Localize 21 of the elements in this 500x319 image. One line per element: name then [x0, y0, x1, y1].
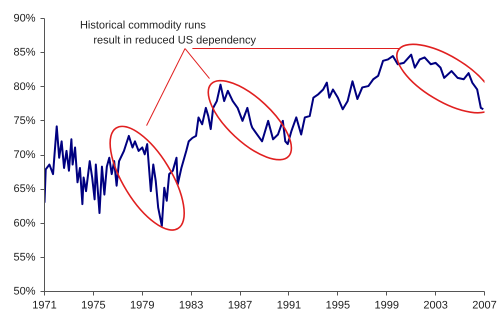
x-tick-label: 1975 — [81, 300, 106, 312]
x-tick-label: 1991 — [276, 300, 302, 312]
y-tick-label: 75% — [13, 114, 36, 127]
y-tick-label: 70% — [13, 149, 36, 161]
line-series — [44, 54, 484, 227]
x-tick-label: 2003 — [423, 300, 448, 312]
y-tick-label: 60% — [13, 217, 36, 230]
x-tick-label: 1971 — [32, 300, 57, 312]
y-tick-label: 90% — [13, 12, 36, 24]
annotation: Historical commodity runs result in reduced US dependency — [80, 19, 257, 46]
x-tick-label: 1979 — [130, 300, 155, 312]
y-tick-label: 50% — [13, 286, 36, 298]
x-tick-label: 1995 — [326, 300, 350, 312]
y-tick-label: 65% — [13, 183, 36, 196]
x-tick-label: 2007 — [472, 300, 497, 312]
x-tick-label: 1983 — [178, 300, 204, 312]
x-tick-label: 1999 — [374, 300, 399, 312]
y-tick-label: 85% — [13, 46, 36, 59]
y-tick-label: 55% — [13, 251, 36, 264]
x-tick-label: 1987 — [228, 300, 252, 312]
y-tick-label: 80% — [13, 80, 36, 93]
